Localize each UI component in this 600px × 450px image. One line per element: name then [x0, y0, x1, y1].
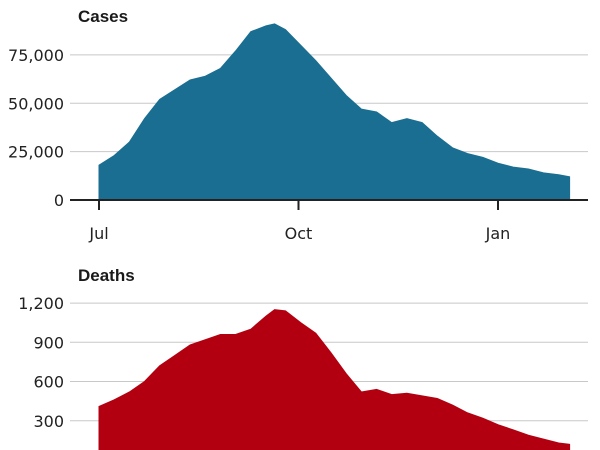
deaths-y-tick-label: 300: [33, 412, 64, 431]
deaths-y-tick-label: 900: [33, 333, 64, 352]
cases-y-tick-label: 0: [54, 191, 64, 210]
cases-area: [98, 23, 571, 201]
cases-chart: Cases 0 25,000 50,000 75,000 Jul Oct Jan: [8, 7, 588, 243]
deaths-title: Deaths: [78, 266, 135, 285]
cases-y-tick-label: 50,000: [8, 94, 64, 113]
cases-x-tick-label: Jul: [88, 224, 108, 243]
deaths-y-tick-label: 600: [33, 373, 64, 392]
cases-x-tick-label: Jan: [485, 224, 511, 243]
deaths-chart: Deaths 300 600 900 1,200: [18, 266, 588, 450]
deaths-y-tick-label: 1,200: [18, 294, 64, 313]
cases-title: Cases: [78, 7, 128, 26]
cases-area-fill: [98, 23, 571, 201]
cases-y-tick-label: 25,000: [8, 143, 64, 162]
cases-x-axis: Jul Oct Jan: [70, 199, 588, 243]
deaths-y-tick-labels: 300 600 900 1,200: [18, 294, 64, 431]
cases-y-tick-labels: 0 25,000 50,000 75,000: [8, 46, 64, 210]
deaths-area: [98, 309, 571, 450]
cases-x-tick-label: Oct: [285, 224, 313, 243]
cases-y-tick-label: 75,000: [8, 46, 64, 65]
deaths-area-fill: [98, 309, 571, 450]
